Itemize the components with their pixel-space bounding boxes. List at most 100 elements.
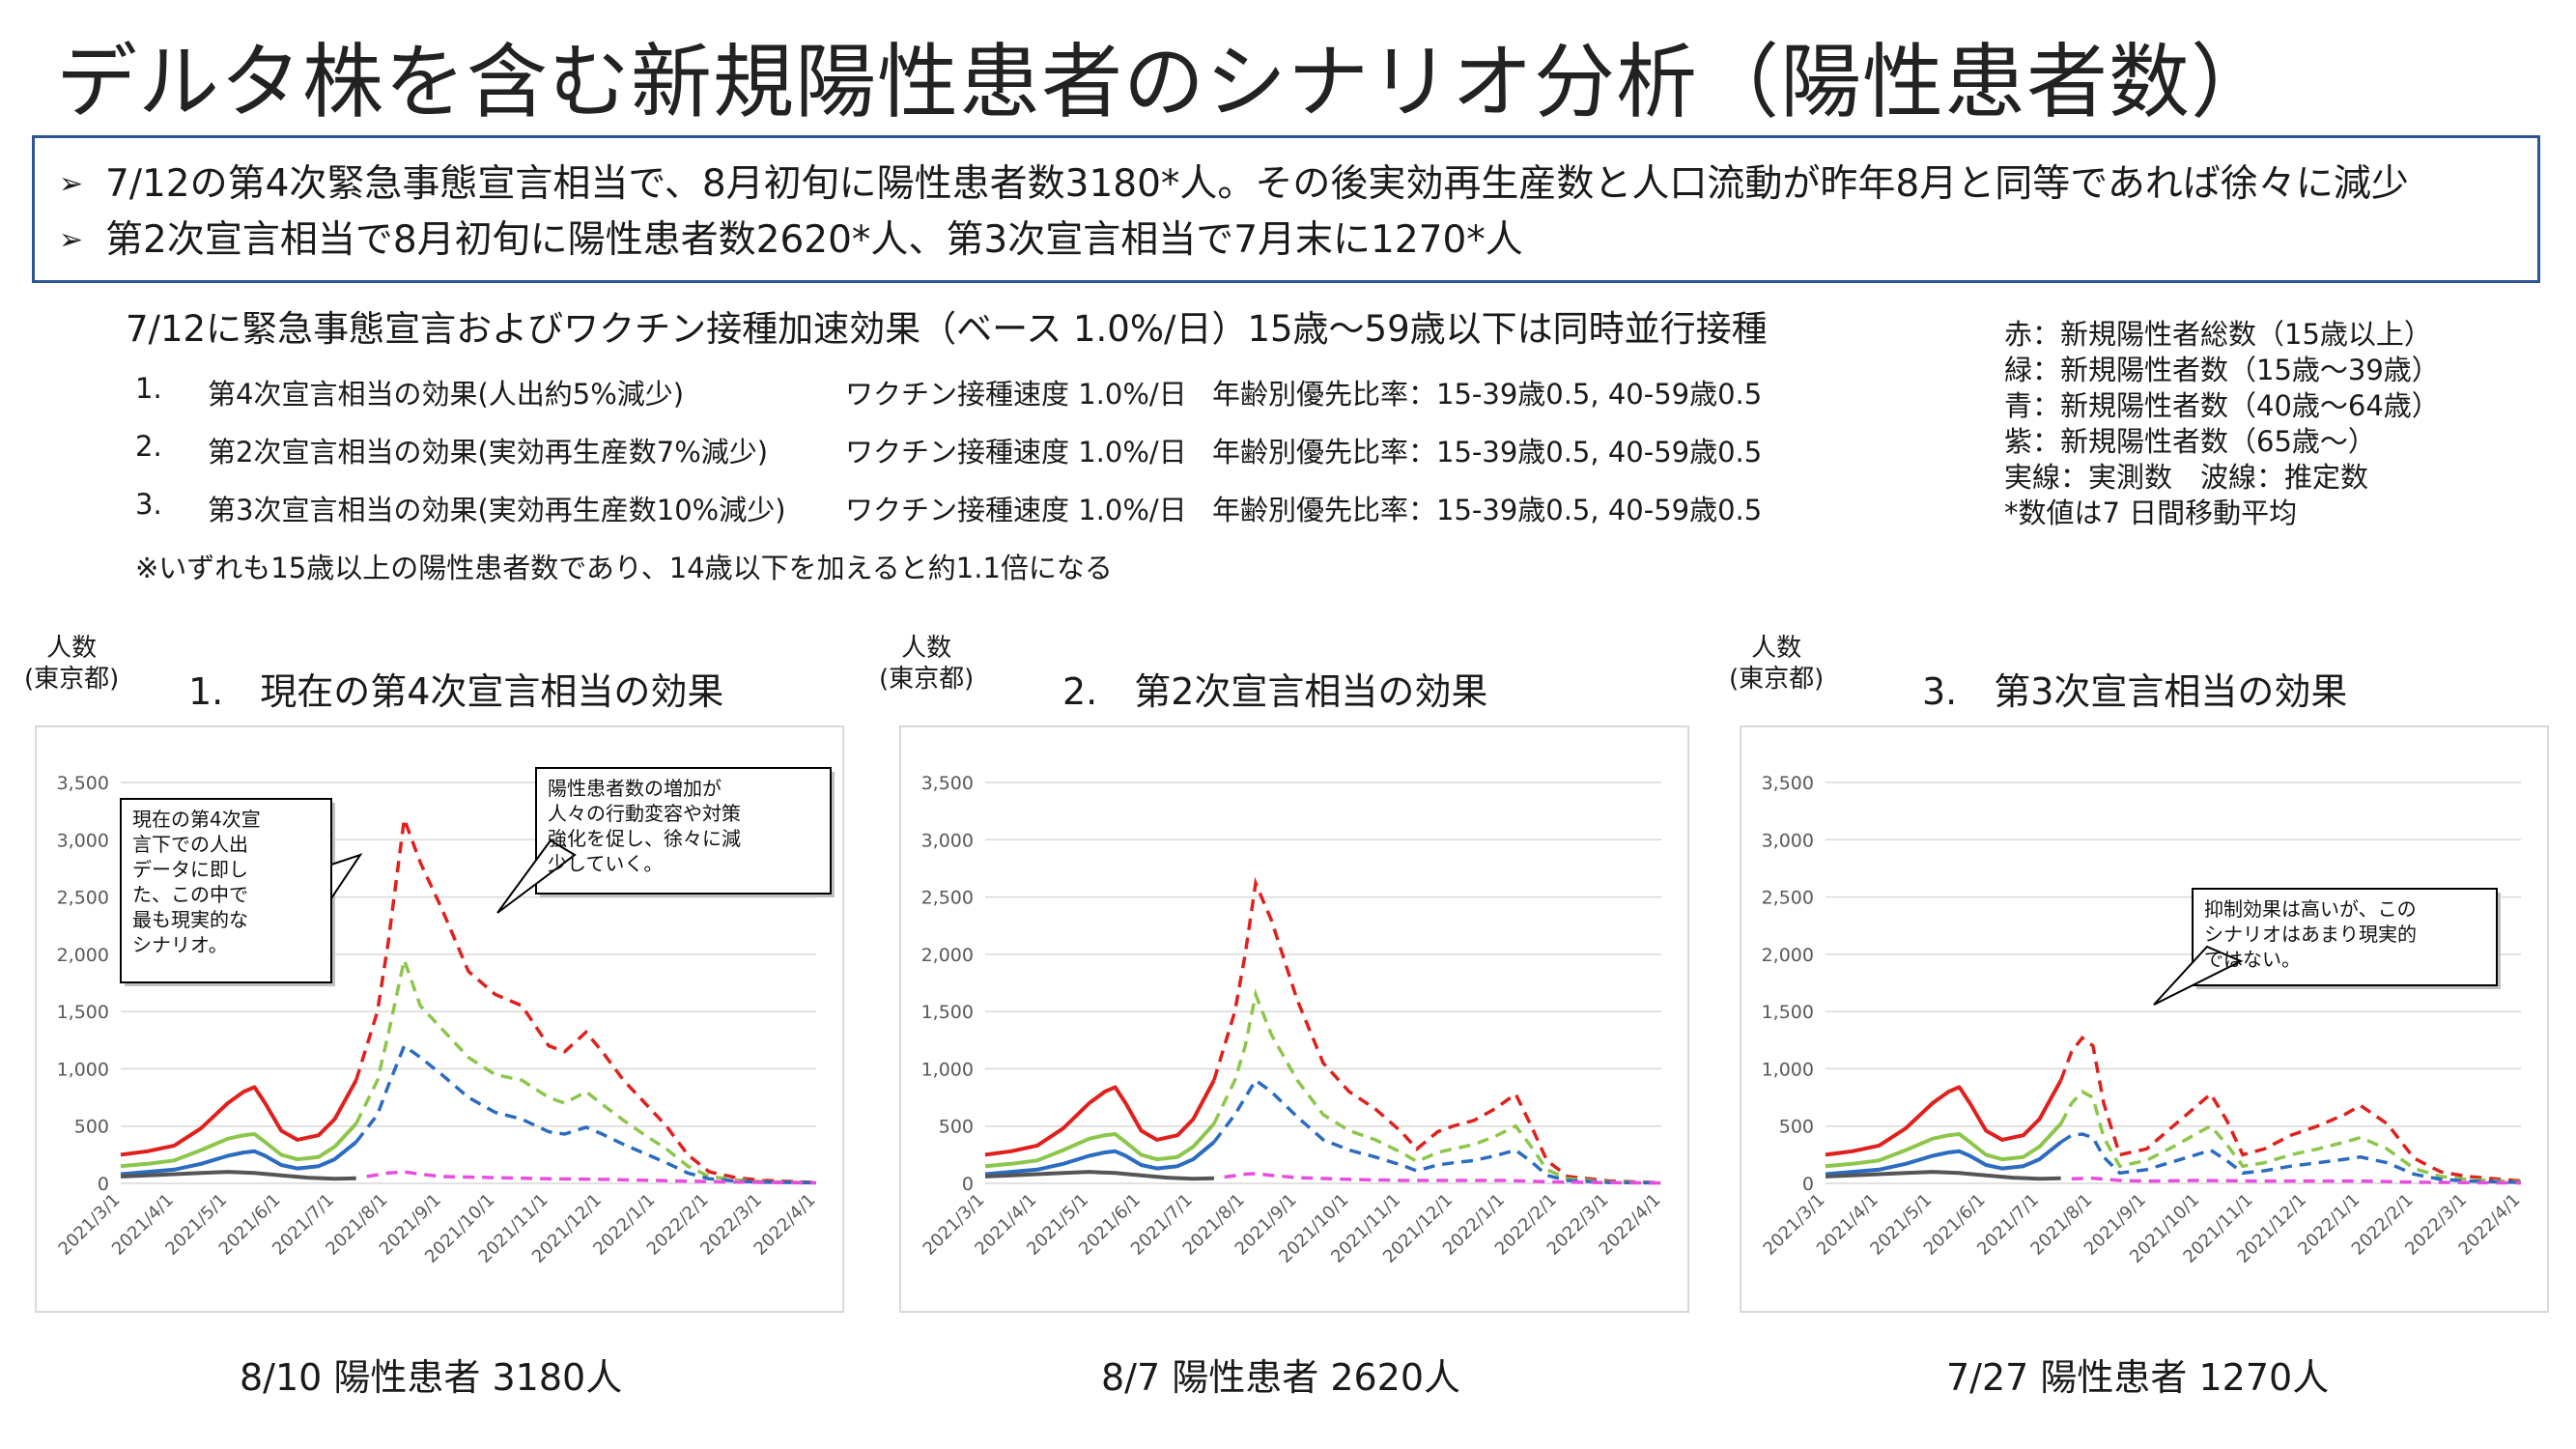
callout-text-line: 抑制効果は高いが、この (2204, 897, 2417, 921)
y-tick-label: 2,500 (1762, 888, 1814, 909)
y-tick-label: 3,500 (57, 773, 109, 794)
y-tick-label: 0 (98, 1174, 109, 1195)
condition-vaccine: ワクチン接種速度 1.0%/日 (845, 494, 1187, 526)
chart-ylabel: 人数 (東京都) (24, 634, 120, 694)
condition-ratio: 年齢別優先比率：15-39歳0.5, 40-59歳0.5 (1212, 436, 1763, 469)
callout-text-line: ではない。 (2204, 948, 2301, 971)
series-line-age40_64-estimated (1212, 1077, 1662, 1185)
series-line-total-estimated (2059, 1035, 2522, 1183)
y-tick-label: 2,500 (921, 888, 974, 909)
chart-frame (899, 725, 1689, 1313)
arrow-bullet-icon: ➢ (59, 223, 84, 257)
callout-text-line: 少していく。 (548, 852, 663, 875)
y-tick-label: 2,500 (57, 888, 109, 909)
condition-effect: 第4次宣言相当の効果(人出約5%減少) (208, 378, 685, 411)
chart-plot: 05001,0001,5002,0002,5003,0003,5002021/3… (1740, 725, 2549, 1313)
legend-notes: 赤：新規陽性者総数（15歳以上） 緑：新規陽性者数（15歳〜39歳） 青：新規陽… (2004, 317, 2440, 531)
callout-text-line: 陽性患者数の増加が (548, 777, 722, 800)
y-tick-label: 2,000 (1762, 945, 1814, 966)
series-line-age65-measured (1825, 1170, 2061, 1181)
summary-text-1: 7/12の第4次緊急事態宣言相当で、8月初旬に陽性患者数3180*人。その後実効… (105, 162, 2409, 206)
callout-pointer (2153, 945, 2244, 1006)
callout-text-line: 人々の行動変容や対策 (548, 802, 741, 825)
condition-vaccine: ワクチン接種速度 1.0%/日 (845, 436, 1187, 469)
y-tick-label: 2,000 (921, 945, 974, 966)
series-line-total-measured (984, 1079, 1216, 1157)
callout-box (120, 798, 332, 983)
y-tick-label: 1,500 (1762, 1002, 1814, 1023)
series-line-age15_39-estimated (354, 953, 817, 1185)
series-line-age40_64-measured (984, 1140, 1216, 1177)
series-line-age15_39-estimated (1212, 988, 1662, 1185)
chart-frame (1740, 725, 2549, 1313)
chart-frame (35, 725, 844, 1313)
summary-line-2: ➢ 第2次宣言相当で8月初旬に陽性患者数2620*人、第3次宣言相当で7月末に12… (59, 210, 1523, 264)
callout-pointer (496, 838, 577, 914)
summary-text-2: 第2次宣言相当で8月初旬に陽性患者数2620*人、第3次宣言相当で7月末に127… (105, 218, 1523, 262)
chart-title: 2. 第2次宣言相当の効果 (1062, 670, 1488, 713)
conditions-note: ※いずれも15歳以上の陽性患者数であり、14歳以下を加えると約1.1倍になる (135, 552, 1113, 584)
series-line-age40_64-estimated (2059, 1132, 2522, 1184)
y-tick-label: 1,000 (921, 1059, 974, 1080)
y-tick-label: 1,500 (921, 1002, 974, 1023)
y-tick-label: 2,000 (57, 945, 109, 966)
callout-text-line: データに即し (132, 858, 248, 881)
chart-ylabel: 人数 (東京都) (1729, 634, 1825, 694)
callout-text-line: シナリオ。 (132, 933, 228, 956)
callout-text: 現在の第4次宣言下での人出データに即した、この中で最も現実的なシナリオ。 (132, 808, 261, 956)
callout-text-line: 言下での人出 (132, 833, 248, 856)
series-line-age65_est-estimated (366, 1170, 817, 1185)
summary-box: ➢ 7/12の第4次緊急事態宣言相当で、8月初旬に陽性患者数3180*人。その後実… (32, 135, 2540, 283)
chart-panel-3: 人数 (東京都) 3. 第3次宣言相当の効果 0 500 1,000 1,500 2,0… (1729, 633, 2576, 1319)
series-line-total-measured (120, 1079, 358, 1157)
y-tick-label: 3,500 (1762, 773, 1814, 794)
y-tick-label: 500 (1779, 1117, 1814, 1138)
condition-number: 1. (135, 372, 162, 405)
callout-text-line: シナリオはあまり現実的 (2204, 923, 2417, 946)
series-line-total-estimated (1212, 876, 1662, 1185)
series-line-age15_39-measured (120, 1122, 358, 1169)
y-tick-label: 0 (1802, 1174, 1814, 1195)
callout-box (2192, 888, 2498, 986)
callout-text-line: 最も現実的な (132, 908, 248, 931)
callout-text-line: た、この中で (132, 883, 248, 906)
series-line-age40_64-estimated (354, 1042, 817, 1185)
result-label-3: 7/27 陽性患者 1270人 (1946, 1356, 2330, 1399)
y-tick-label: 0 (962, 1174, 974, 1195)
chart-panel-2: 人数 (東京都) 2. 第2次宣言相当の効果 0 500 1,000 1,500 2,0… (879, 633, 1729, 1319)
chart-panel-1: 人数 (東京都) 1. 現在の第4次宣言相当の効果 0 500 1,000 1,500… (24, 633, 874, 1319)
y-tick-label: 3,000 (921, 830, 974, 851)
series-line-age40_64-measured (120, 1140, 357, 1177)
series-line-age65-measured (984, 1170, 1214, 1181)
legend-note-green: 緑：新規陽性者数（15歳〜39歳） (2004, 354, 2440, 386)
y-tick-label: 3,000 (57, 830, 109, 851)
callout-text-line: 強化を促し、徐々に減 (548, 827, 741, 850)
series-line-age65_est-estimated (2071, 1176, 2522, 1185)
condition-effect: 第3次宣言相当の効果(実効再生産数10%減少) (208, 494, 786, 526)
condition-effect: 第2次宣言相当の効果(実効再生産数7%減少) (208, 436, 769, 469)
series-line-age65_est-estimated (1224, 1172, 1662, 1185)
callout-text-line: 現在の第4次宣 (132, 808, 261, 831)
y-tick-label: 3,500 (921, 773, 974, 794)
callout-text: 陽性患者数の増加が人々の行動変容や対策強化を促し、徐々に減少していく。 (548, 777, 741, 875)
legend-note-linestyle: 実線：実測数 波線：推定数 (2004, 461, 2369, 494)
y-tick-label: 1,000 (57, 1059, 109, 1080)
series-line-total-measured (1825, 1079, 2063, 1157)
callout-text: 抑制効果は高いが、このシナリオはあまり現実的ではない。 (2204, 897, 2417, 971)
arrow-bullet-icon: ➢ (59, 167, 84, 201)
y-tick-label: 3,000 (1762, 830, 1814, 851)
result-label-2: 8/7 陽性患者 2620人 (1101, 1356, 1461, 1399)
condition-number: 2. (135, 430, 162, 463)
y-tick-label: 1,000 (1762, 1059, 1814, 1080)
series-line-age40_64-measured (1825, 1140, 2062, 1177)
chart-plot: 05001,0001,5002,0002,5003,0003,5002021/3… (899, 725, 1689, 1313)
chart-title: 3. 第3次宣言相当の効果 (1922, 670, 2348, 713)
condition-ratio: 年齢別優先比率：15-39歳0.5, 40-59歳0.5 (1212, 378, 1763, 411)
series-line-total-estimated (354, 818, 817, 1184)
y-tick-label: 500 (74, 1117, 109, 1138)
condition-number: 3. (135, 488, 162, 521)
y-tick-label: 500 (939, 1117, 974, 1138)
y-tick-label: 1,500 (57, 1002, 109, 1023)
legend-note-purple: 紫：新規陽性者数（65歳〜） (2004, 425, 2376, 458)
legend-note-red: 赤：新規陽性者総数（15歳以上） (2004, 318, 2432, 351)
